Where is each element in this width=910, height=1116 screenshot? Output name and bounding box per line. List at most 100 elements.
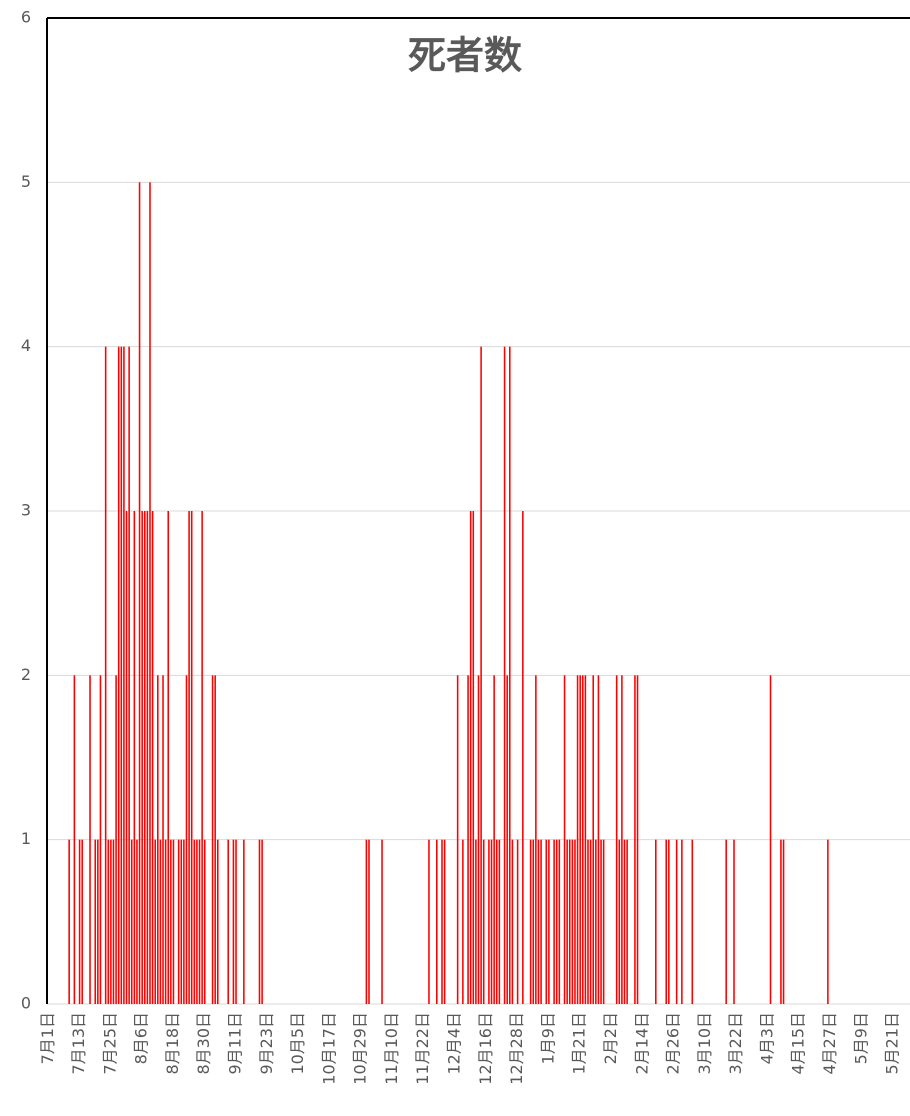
bar: [159, 839, 162, 1004]
bar: [827, 839, 829, 1004]
bar: [493, 675, 495, 1004]
bar: [128, 346, 130, 1005]
bar: [235, 839, 237, 1004]
bar: [456, 675, 459, 1004]
bar: [636, 675, 639, 1004]
bar: [170, 839, 172, 1004]
bar: [668, 839, 670, 1004]
bar: [626, 839, 628, 1004]
bar: [467, 675, 469, 1004]
bar: [99, 675, 102, 1004]
x-tick-label: 3月10日: [695, 1012, 714, 1075]
bar: [545, 839, 548, 1004]
x-tick-label: 3月22日: [726, 1012, 745, 1075]
bar: [177, 839, 180, 1004]
x-tick-label: 10月5日: [288, 1012, 307, 1075]
y-tick-label: 0: [21, 994, 31, 1013]
bar: [146, 511, 149, 1004]
bar: [587, 839, 589, 1004]
x-tick-label: 12月16日: [476, 1012, 495, 1085]
bar: [665, 839, 668, 1004]
x-tick-label: 2月2日: [601, 1012, 620, 1064]
bar: [110, 839, 112, 1004]
bar: [480, 346, 482, 1005]
bar: [472, 511, 475, 1004]
bar: [381, 839, 383, 1004]
bar: [107, 839, 110, 1004]
bar: [595, 839, 597, 1004]
bar: [495, 839, 498, 1004]
bar: [261, 839, 263, 1004]
bar: [167, 511, 170, 1004]
bar: [97, 839, 99, 1004]
bar: [522, 511, 524, 1004]
bar: [185, 675, 188, 1004]
chart-title: 死者数: [408, 34, 522, 78]
bar: [130, 839, 133, 1004]
bar: [589, 839, 592, 1004]
x-tick-label: 9月23日: [257, 1012, 276, 1075]
x-tick-label: 2月14日: [632, 1012, 651, 1075]
y-tick-label: 6: [21, 8, 31, 27]
bar: [555, 839, 558, 1004]
x-tick-label: 5月9日: [851, 1012, 870, 1064]
bar: [540, 839, 542, 1004]
bar: [81, 839, 83, 1004]
bar: [78, 839, 81, 1004]
x-tick-label: 4月27日: [820, 1012, 839, 1075]
x-tick-label: 10月17日: [319, 1012, 338, 1085]
bar: [141, 511, 143, 1004]
bar: [112, 839, 115, 1004]
bar: [568, 839, 571, 1004]
x-tick-label: 11月10日: [382, 1012, 401, 1085]
bar: [576, 675, 579, 1004]
bar: [120, 346, 123, 1005]
bar: [529, 839, 532, 1004]
bar: [516, 839, 519, 1004]
bar: [211, 675, 214, 1004]
bar: [780, 839, 782, 1004]
bar: [615, 675, 618, 1004]
bar: [188, 511, 190, 1004]
bar: [216, 839, 219, 1004]
y-tick-label: 2: [21, 665, 31, 684]
bar: [733, 839, 735, 1004]
bar: [563, 675, 566, 1004]
bar: [462, 839, 464, 1004]
bar: [123, 346, 125, 1005]
x-tick-label: 5月21日: [883, 1012, 902, 1075]
x-tick-label: 10月29日: [351, 1012, 370, 1085]
bar: [365, 839, 368, 1004]
bar: [582, 675, 584, 1004]
bar: [553, 839, 555, 1004]
bar: [488, 839, 490, 1004]
x-tick-label: 1月9日: [538, 1012, 557, 1064]
bar: [368, 839, 370, 1004]
bar: [104, 346, 107, 1005]
bar: [623, 839, 626, 1004]
bar: [198, 839, 201, 1004]
bar: [506, 675, 508, 1004]
bar: [769, 675, 772, 1004]
y-tick-label: 3: [21, 501, 31, 520]
x-tick-label: 4月15日: [789, 1012, 808, 1075]
bar: [149, 182, 151, 1005]
bar: [154, 839, 156, 1004]
bar: [503, 346, 506, 1005]
x-tick-label: 12月4日: [445, 1012, 464, 1075]
bar: [579, 675, 581, 1004]
y-tick-label: 1: [21, 829, 31, 848]
bar: [675, 839, 678, 1004]
bar: [725, 839, 727, 1004]
bar: [592, 675, 595, 1004]
bar: [509, 346, 511, 1005]
bar: [584, 675, 587, 1004]
bar: [597, 675, 600, 1004]
bar: [537, 839, 540, 1004]
bar: [115, 675, 117, 1004]
bar: [490, 839, 493, 1004]
bar: [532, 839, 535, 1004]
bar: [602, 839, 605, 1004]
bar: [136, 839, 138, 1004]
